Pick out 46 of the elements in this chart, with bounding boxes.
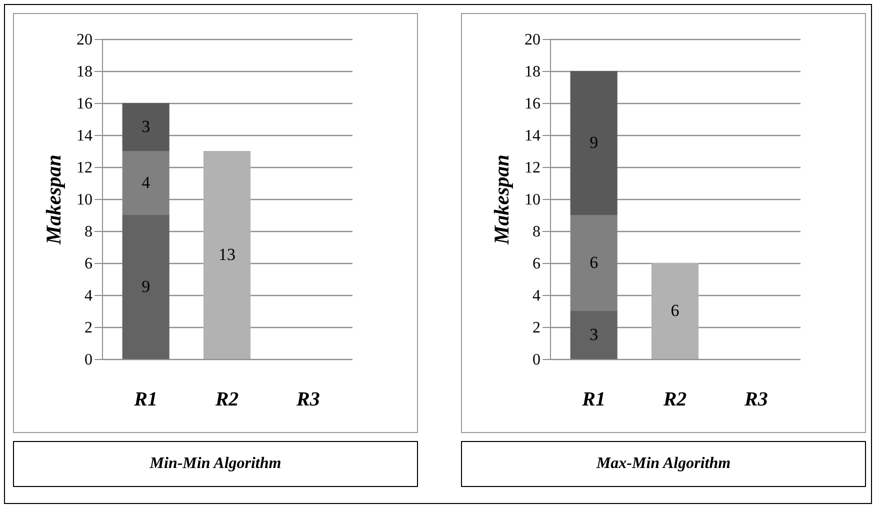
x-tick-label: R3 bbox=[743, 388, 768, 410]
y-tick-label: 6 bbox=[532, 256, 540, 272]
y-axis-title: Makespan bbox=[490, 154, 514, 246]
data-label: 3 bbox=[142, 117, 150, 136]
y-tick-label: 0 bbox=[532, 352, 540, 368]
y-tick-label: 12 bbox=[76, 160, 92, 176]
y-tick-label: 0 bbox=[84, 352, 92, 368]
y-axis-title: Makespan bbox=[42, 154, 66, 246]
y-tick-label: 4 bbox=[532, 288, 540, 304]
y-tick-label: 8 bbox=[84, 224, 92, 240]
data-label: 9 bbox=[142, 277, 150, 296]
text: Max-Min Algorithm bbox=[461, 441, 866, 487]
data-label: 4 bbox=[142, 173, 151, 192]
y-tick-label: 20 bbox=[524, 32, 540, 48]
y-tick-label: 10 bbox=[524, 192, 540, 208]
bar bbox=[570, 311, 618, 359]
y-tick-label: 2 bbox=[532, 320, 540, 336]
y-tick-label: 12 bbox=[524, 160, 540, 176]
y-tick-label: 10 bbox=[76, 192, 92, 208]
x-tick-label: R1 bbox=[133, 388, 158, 410]
data-label: 6 bbox=[670, 301, 680, 320]
data-label: 3 bbox=[590, 325, 598, 344]
y-tick-label: 8 bbox=[532, 224, 540, 240]
x-tick-label: R2 bbox=[662, 388, 687, 410]
bar bbox=[203, 151, 251, 359]
data-label: 6 bbox=[590, 253, 598, 272]
y-tick-label: 6 bbox=[84, 256, 92, 272]
y-tick-label: 16 bbox=[76, 96, 92, 112]
y-tick-label: 16 bbox=[524, 96, 540, 112]
y-tick-label: 20 bbox=[76, 32, 92, 48]
bar bbox=[570, 71, 618, 215]
y-tick-label: 4 bbox=[84, 288, 92, 304]
bar bbox=[122, 103, 170, 151]
y-tick-label: 14 bbox=[524, 128, 540, 144]
data-label: 9 bbox=[590, 133, 598, 152]
data-label: 13 bbox=[218, 245, 236, 264]
y-tick-label: 2 bbox=[84, 320, 92, 336]
x-tick-label: R3 bbox=[295, 388, 320, 410]
y-tick-label: 18 bbox=[76, 64, 92, 80]
x-tick-label: R1 bbox=[581, 388, 606, 410]
bar bbox=[651, 263, 699, 359]
y-tick-label: 14 bbox=[76, 128, 92, 144]
x-tick-label: R2 bbox=[214, 388, 239, 410]
y-tick-label: 18 bbox=[524, 64, 540, 80]
text: Min-Min Algorithm bbox=[13, 441, 418, 487]
bar bbox=[122, 215, 170, 359]
